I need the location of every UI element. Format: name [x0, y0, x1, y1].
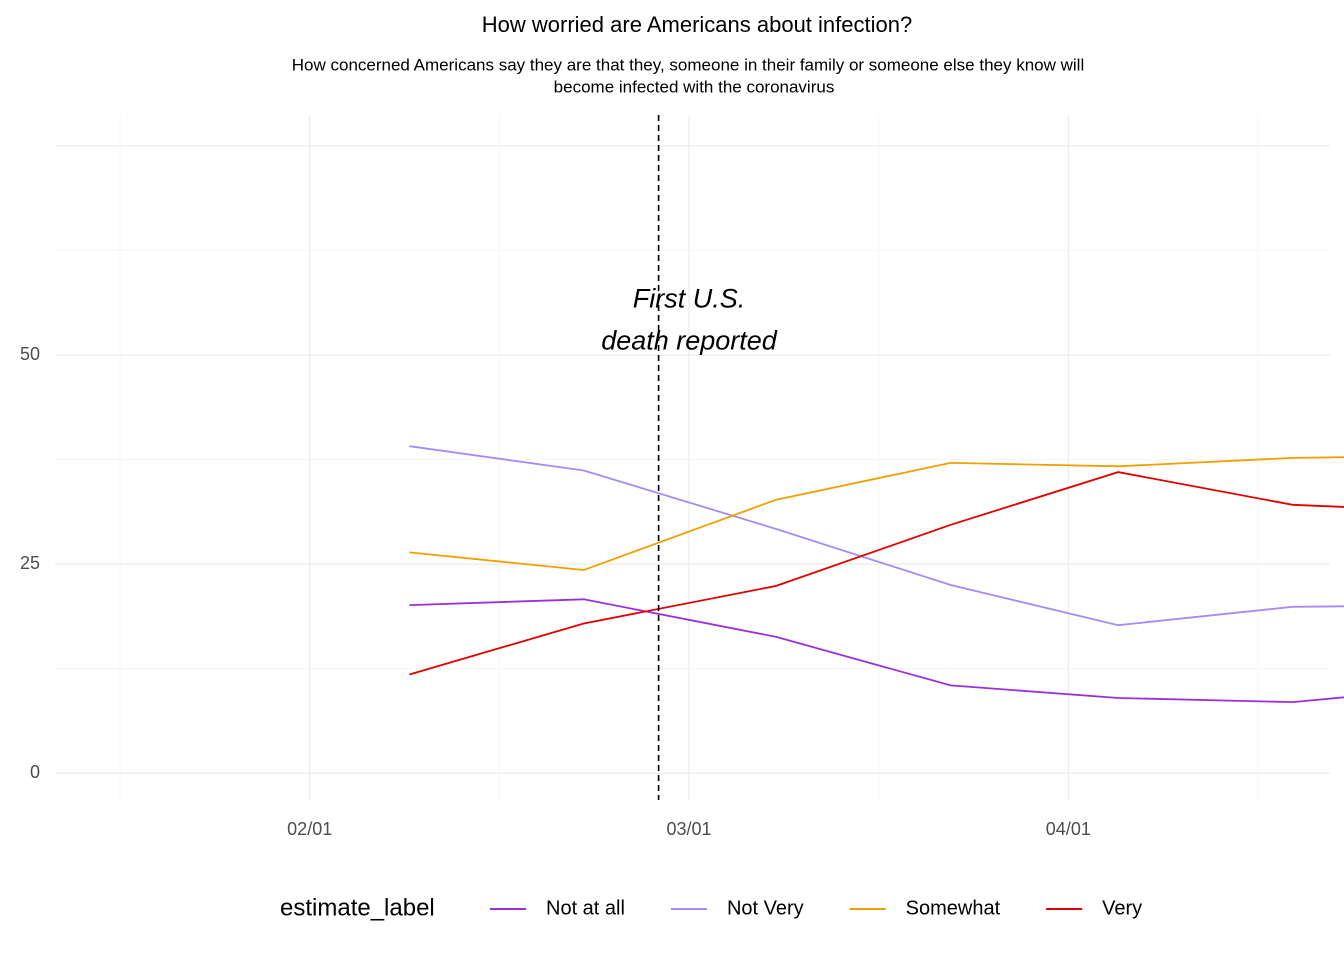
grid — [55, 115, 1330, 800]
series-line — [409, 471, 1344, 676]
annotation-label: death reported — [601, 326, 778, 356]
legend-label: Not Very — [727, 897, 804, 919]
x-tick-label: 03/01 — [666, 819, 711, 839]
legend-label: Very — [1102, 897, 1142, 919]
y-tick-label: 0 — [30, 762, 40, 782]
series-line — [409, 456, 1344, 571]
legend-label: Not at all — [546, 897, 625, 919]
chart-title: How worried are Americans about infectio… — [482, 12, 912, 37]
x-tick-label: 04/01 — [1046, 819, 1091, 839]
chart-subtitle: How concerned Americans say they are tha… — [292, 55, 1084, 74]
x-tick-label: 02/01 — [287, 819, 332, 839]
series-line — [409, 445, 1344, 627]
series-line — [409, 598, 1344, 704]
y-tick-label: 25 — [20, 553, 40, 573]
legend-label: Somewhat — [906, 897, 1001, 919]
annotation-label: First U.S. — [633, 284, 746, 314]
chart-subtitle: become infected with the coronavirus — [554, 77, 835, 96]
legend-title: estimate_label — [280, 894, 435, 921]
y-tick-label: 50 — [20, 344, 40, 364]
